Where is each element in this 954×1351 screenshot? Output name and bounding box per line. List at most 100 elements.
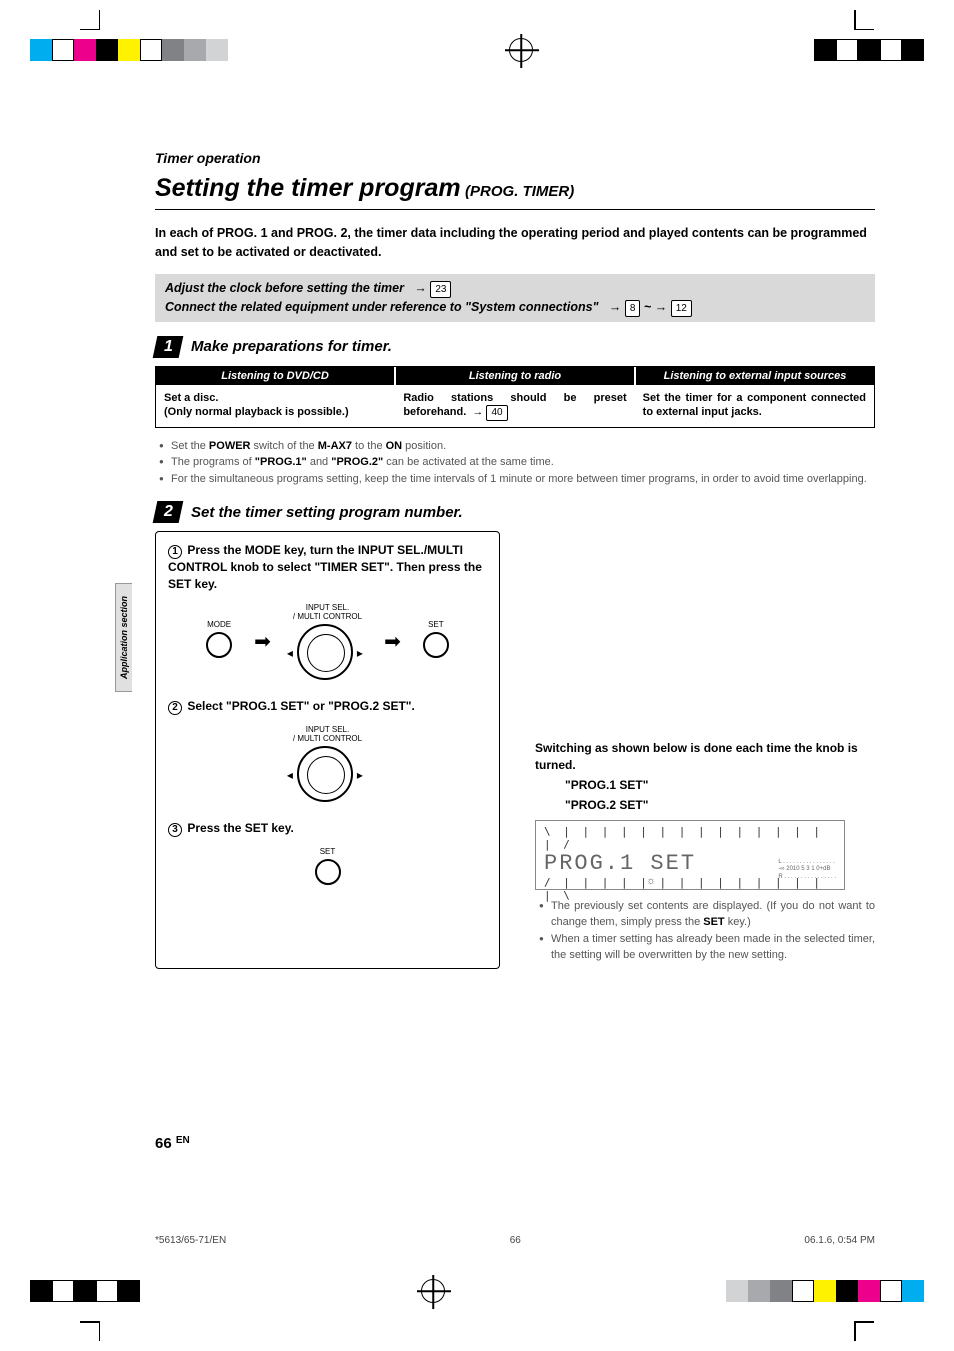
page-content: Timer operation Setting the timer progra… xyxy=(155,150,875,981)
color-swatch xyxy=(74,39,96,61)
greybox-line1: Adjust the clock before setting the time… xyxy=(165,281,404,295)
page-title-sub: (PROG. TIMER) xyxy=(465,183,574,200)
arrow-icon: ➡ xyxy=(384,629,401,654)
color-swatch xyxy=(30,1280,52,1302)
multicontrol-knob-icon: ◂▸ xyxy=(293,624,357,680)
step-1-notes: Set the POWER switch of the M-AX7 to the… xyxy=(159,438,875,488)
footer-mid: 66 xyxy=(510,1235,521,1246)
color-swatch xyxy=(880,1280,902,1302)
color-swatch xyxy=(902,39,924,61)
print-marks-top xyxy=(0,30,954,70)
substep-1: 1 Press the MODE key, turn the INPUT SEL… xyxy=(168,542,487,593)
switching-text: Switching as shown below is done each ti… xyxy=(535,740,875,774)
color-swatch xyxy=(162,39,184,61)
page-ref: 8 xyxy=(625,300,641,317)
listening-table: Listening to DVD/CD Listening to radio L… xyxy=(155,366,875,428)
col-head-radio: Listening to radio xyxy=(396,367,636,385)
arrow-icon: ➡ xyxy=(254,629,271,654)
set-knob-icon xyxy=(315,859,341,885)
crop-mark xyxy=(80,10,100,30)
color-swatch xyxy=(858,39,880,61)
registration-mark-icon xyxy=(509,38,533,62)
note-item: The programs of "PROG.1" and "PROG.2" ca… xyxy=(159,454,875,471)
note-item: For the simultaneous programs setting, k… xyxy=(159,471,875,488)
page-ref: 12 xyxy=(671,300,692,317)
col-body-external: Set the timer for a component connected … xyxy=(635,385,874,427)
controls-row-3: SET xyxy=(168,847,487,890)
color-swatch xyxy=(836,39,858,61)
page-number: 66 EN xyxy=(155,1135,190,1152)
color-swatch xyxy=(748,1280,770,1302)
step-1-header: 1 Make preparations for timer. xyxy=(155,336,875,358)
set-knob-icon xyxy=(423,632,449,658)
breadcrumb: Timer operation xyxy=(155,150,875,166)
right-note-2: When a timer setting has already been ma… xyxy=(539,931,875,964)
col-body-dvd: Set a disc. (Only normal playback is pos… xyxy=(156,385,395,427)
multicontrol-label: INPUT SEL. / MULTI CONTROL xyxy=(293,725,362,743)
step-1-title: Make preparations for timer. xyxy=(191,338,392,355)
color-swatch xyxy=(858,1280,880,1302)
color-swatch xyxy=(726,1280,748,1302)
note-item: Set the POWER switch of the M-AX7 to the… xyxy=(159,438,875,455)
crop-mark xyxy=(854,1321,874,1341)
color-swatch xyxy=(792,1280,814,1302)
color-swatch xyxy=(770,1280,792,1302)
mode-label: MODE xyxy=(206,620,232,629)
color-swatch xyxy=(118,39,140,61)
color-swatch xyxy=(96,1280,118,1302)
col-body-radio-text: Radio stations should be preset beforeha… xyxy=(403,392,626,419)
multicontrol-label: INPUT SEL. / MULTI CONTROL xyxy=(293,603,362,621)
color-swatch xyxy=(814,39,836,61)
intro-text: In each of PROG. 1 and PROG. 2, the time… xyxy=(155,224,875,262)
registration-mark-icon xyxy=(421,1279,445,1303)
set-label: SET xyxy=(423,620,449,629)
print-marks-bottom xyxy=(0,1271,954,1311)
color-swatch xyxy=(902,1280,924,1302)
step-2-panel: 1 Press the MODE key, turn the INPUT SEL… xyxy=(155,531,500,969)
color-swatch xyxy=(814,1280,836,1302)
color-swatch xyxy=(118,1280,140,1302)
side-tab: Application section xyxy=(115,583,132,692)
color-swatch xyxy=(30,39,52,61)
substep-3: 3 Press the SET key. xyxy=(168,820,487,837)
right-column: Switching as shown below is done each ti… xyxy=(535,740,875,964)
page-title: Setting the timer program xyxy=(155,174,461,202)
color-swatch xyxy=(206,39,228,61)
step-number-badge: 1 xyxy=(153,336,184,358)
footer: *5613/65-71/EN 66 06.1.6, 0:54 PM xyxy=(155,1235,875,1246)
right-notes: The previously set contents are displaye… xyxy=(539,898,875,964)
sun-icon: ☼ xyxy=(646,875,656,887)
footer-left: *5613/65-71/EN xyxy=(155,1235,226,1246)
col-head-external: Listening to external input sources xyxy=(636,367,874,385)
color-swatch xyxy=(74,1280,96,1302)
step-2-title: Set the timer setting program number. xyxy=(191,504,463,521)
mode-knob-icon xyxy=(206,632,232,658)
greybox-line2: Connect the related equipment under refe… xyxy=(165,300,598,314)
color-swatch xyxy=(52,39,74,61)
color-swatch xyxy=(140,39,162,61)
color-swatch xyxy=(52,1280,74,1302)
lcd-meter: L . . . . . . . . . . . . . . . . -∞ 201… xyxy=(778,859,836,882)
color-swatch xyxy=(880,39,902,61)
col-body-radio: Radio stations should be preset beforeha… xyxy=(395,385,634,427)
color-swatch xyxy=(836,1280,858,1302)
substep-2: 2 Select "PROG.1 SET" or "PROG.2 SET". xyxy=(168,698,487,715)
page-ref: 40 xyxy=(486,405,507,421)
color-swatch xyxy=(184,39,206,61)
right-note-1: The previously set contents are displaye… xyxy=(539,898,875,931)
switch-option-2: "PROG.2 SET" xyxy=(565,798,875,812)
controls-row-2: INPUT SEL. / MULTI CONTROL ◂▸ xyxy=(168,725,487,802)
color-swatch xyxy=(96,39,118,61)
lcd-display: \ | | | | | | | | | | | | | | | / PROG.1… xyxy=(535,820,845,890)
controls-row-1: MODE ➡ INPUT SEL. / MULTI CONTROL ◂▸ ➡ S… xyxy=(168,603,487,680)
prerequisite-box: Adjust the clock before setting the time… xyxy=(155,274,875,322)
crop-mark xyxy=(854,10,874,30)
step-2-header: 2 Set the timer setting program number. xyxy=(155,501,875,523)
col-head-dvd: Listening to DVD/CD xyxy=(156,367,396,385)
page-title-row: Setting the timer program (PROG. TIMER) xyxy=(155,174,875,210)
crop-mark xyxy=(80,1321,100,1341)
footer-right: 06.1.6, 0:54 PM xyxy=(804,1235,875,1246)
set-label: SET xyxy=(315,847,341,856)
multicontrol-knob-icon: ◂▸ xyxy=(293,746,357,802)
page-ref: 23 xyxy=(430,281,451,298)
